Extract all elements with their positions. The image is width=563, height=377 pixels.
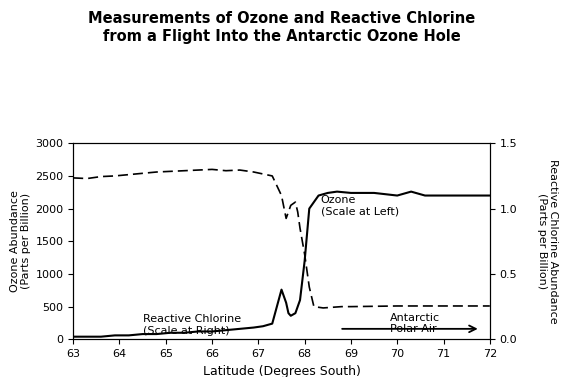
Y-axis label: Ozone Abundance
(Parts per Billion): Ozone Abundance (Parts per Billion): [10, 190, 31, 292]
Text: Reactive Chlorine
(Scale at Right): Reactive Chlorine (Scale at Right): [142, 314, 241, 336]
Text: Measurements of Ozone and Reactive Chlorine
from a Flight Into the Antarctic Ozo: Measurements of Ozone and Reactive Chlor…: [88, 11, 475, 44]
Text: Ozone
(Scale at Left): Ozone (Scale at Left): [321, 195, 399, 216]
X-axis label: Latitude (Degrees South): Latitude (Degrees South): [203, 365, 360, 377]
Text: Antarctic
Polar Air: Antarctic Polar Air: [390, 313, 440, 334]
Y-axis label: Reactive Chlorine Abundance
(Parts per Billion): Reactive Chlorine Abundance (Parts per B…: [537, 159, 558, 323]
